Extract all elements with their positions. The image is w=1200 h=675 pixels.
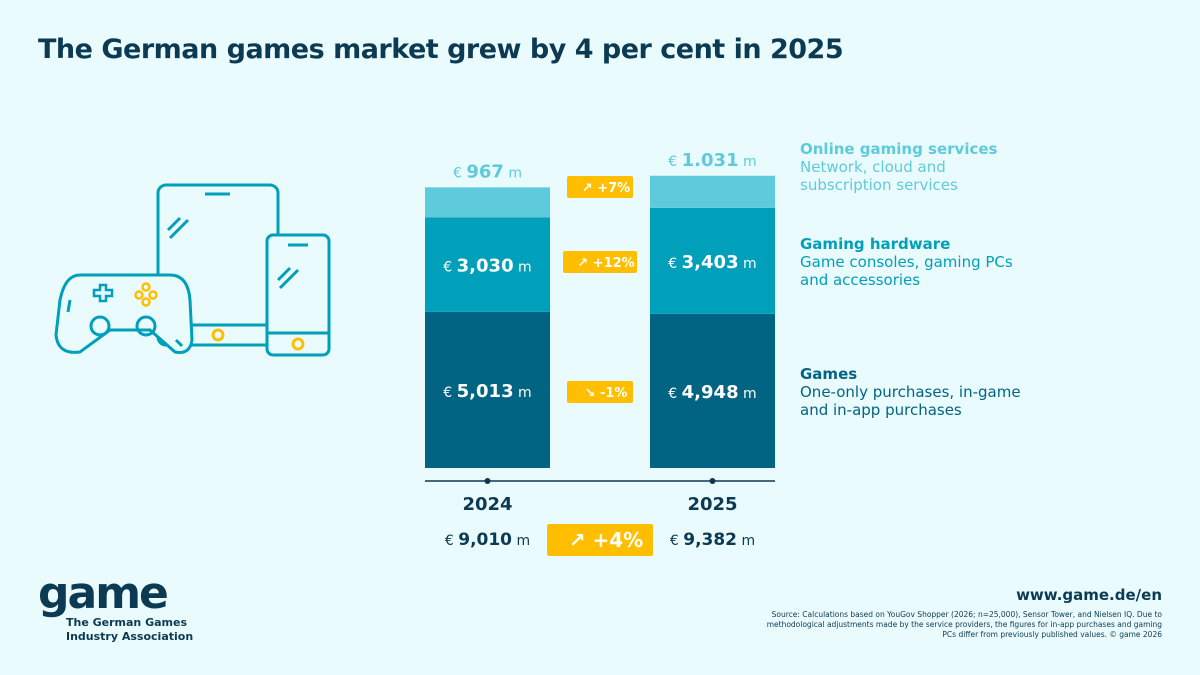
value-label: € 967 m [453,161,522,182]
value-label: € 3,030 m [443,256,531,277]
legend-title: Gaming hardware [800,235,951,253]
change-badge: ↗ +12% [563,251,637,273]
svg-text:↘ -1%: ↘ -1% [585,386,628,401]
devices-illustration [54,183,331,357]
legend-item: Games One-only purchases, in-game and in-a… [800,365,1021,419]
change-badge: ↘ -1% [567,381,633,403]
legend-title: Online gaming services [800,140,998,158]
category-label: 2024 [462,494,512,515]
bar-gaming-hardware-2025 [650,207,775,314]
change-badge: ↗ +4% [547,524,653,556]
legend-item: Online gaming services Network, cloud and… [800,140,997,194]
value-label: € 3,403 m [668,252,756,273]
gamepad-icon [54,273,194,354]
bar-games-2024 [425,311,550,468]
logo-word: game [38,568,169,619]
legend-title: Games [800,365,858,383]
category-label: 2025 [687,494,737,515]
value-label: € 5,013 m [443,381,531,402]
bar-games-2025 [650,313,775,468]
logo-sub-2: Industry Association [66,630,194,643]
legend-desc: and in-app purchases [800,401,962,419]
smartphone-icon [265,233,331,357]
source-note: Source: Calculations based on YouGov Sho… [766,610,1162,639]
legend-item: Gaming hardware Game consoles, gaming PCs… [800,235,1013,289]
legend-desc: and accessories [800,271,921,289]
bar-online-gaming-services-2025 [650,175,775,208]
svg-text:↗ +12%: ↗ +12% [577,256,634,271]
bar-gaming-hardware-2024 [425,217,550,312]
total-label: € 9,010 m [445,530,530,550]
bar-online-gaming-services-2024 [425,187,550,218]
website-link[interactable]: www.game.de/en [1016,586,1162,604]
value-label: € 1.031 m [668,150,756,171]
page-title: The German games market grew by 4 per ce… [38,34,844,65]
legend-desc: One-only purchases, in-game [800,383,1021,401]
change-badge: ↗ +7% [567,176,633,198]
legend-desc: Game consoles, gaming PCs [800,253,1013,271]
game-logo: game The German Games Industry Associati… [38,572,193,644]
legend-desc: Network, cloud and [800,158,946,176]
value-label: € 4,948 m [668,382,756,403]
logo-sub-1: The German Games [66,616,188,629]
svg-text:↗ +7%: ↗ +7% [582,181,630,196]
svg-text:↗ +4%: ↗ +4% [569,528,643,552]
total-label: € 9,382 m [670,530,755,550]
legend-desc: subscription services [800,176,958,194]
